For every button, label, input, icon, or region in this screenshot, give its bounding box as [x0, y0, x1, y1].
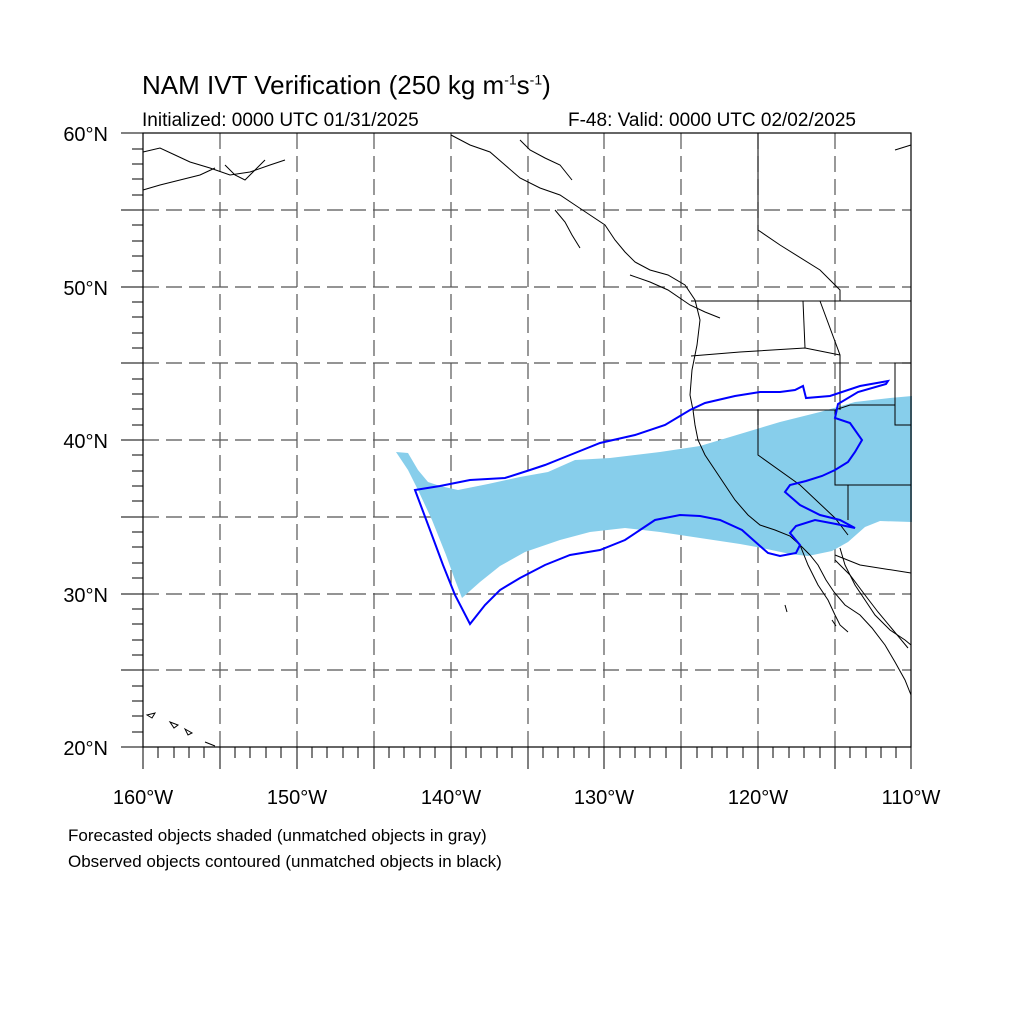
lon-label-160: 160°W	[113, 787, 173, 809]
lon-label-110: 110°W	[882, 787, 941, 809]
initialized-time: Initialized: 0000 UTC 01/31/2025	[142, 110, 419, 131]
lat-label-60: 60°N	[63, 124, 108, 146]
map-title: NAM IVT Verification (250 kg m-1s-1)	[142, 70, 551, 100]
lat-label-30: 30°N	[63, 585, 108, 607]
coastlines	[142, 133, 912, 747]
lon-label-120: 120°W	[728, 787, 788, 809]
lat-label-40: 40°N	[63, 431, 108, 453]
observed-legend-note: Observed objects contoured (unmatched ob…	[68, 852, 502, 871]
lon-label-130: 130°W	[574, 787, 634, 809]
lon-ticks	[142, 747, 912, 769]
lat-label-50: 50°N	[63, 278, 108, 300]
forecast-ivt-object	[396, 396, 912, 598]
lon-label-150: 150°W	[267, 787, 327, 809]
lat-label-20: 20°N	[63, 738, 108, 760]
lat-ticks	[121, 132, 143, 748]
grid-lines	[143, 133, 911, 747]
observed-ivt-contour	[413, 379, 891, 626]
forecast-legend-note: Forecasted objects shaded (unmatched obj…	[68, 826, 487, 845]
valid-time: F-48: Valid: 0000 UTC 02/02/2025	[568, 110, 856, 131]
lon-label-140: 140°W	[421, 787, 481, 809]
